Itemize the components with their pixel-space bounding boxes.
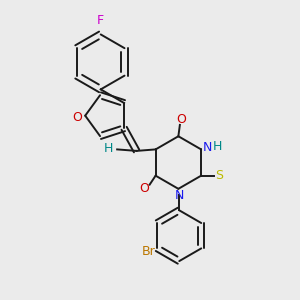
Text: N: N — [175, 189, 184, 202]
Text: O: O — [176, 113, 186, 126]
Text: Br: Br — [141, 245, 155, 258]
Text: F: F — [97, 14, 104, 27]
Text: O: O — [139, 182, 149, 195]
Text: H: H — [103, 142, 113, 155]
Text: O: O — [72, 111, 82, 124]
Text: S: S — [215, 169, 223, 182]
Text: H: H — [213, 140, 222, 153]
Text: N: N — [203, 140, 212, 154]
